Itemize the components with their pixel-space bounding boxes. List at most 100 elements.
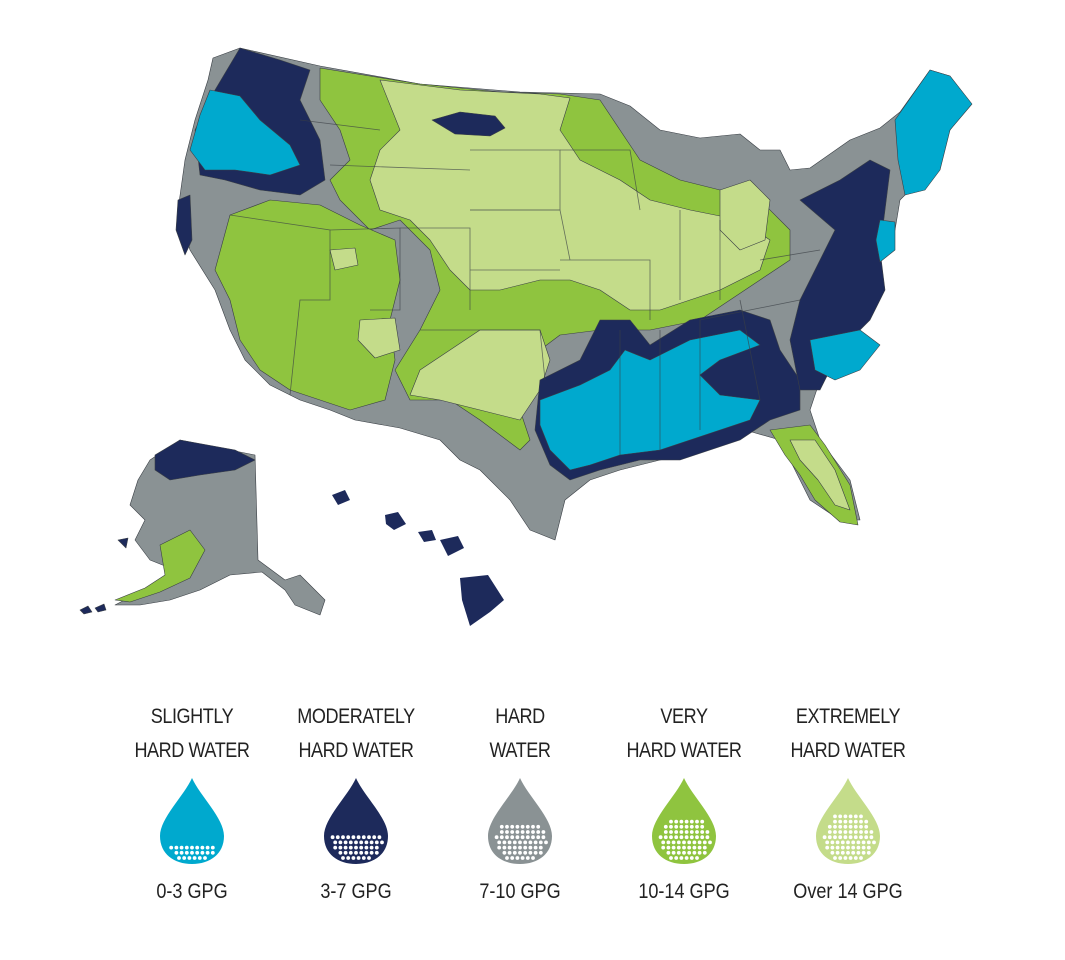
drop-dot [843, 814, 848, 819]
drop-dot [380, 840, 384, 845]
drop-dot [518, 840, 522, 845]
hawaii [332, 490, 504, 626]
drop-dot [359, 845, 364, 850]
drop-dot [354, 840, 358, 845]
drop-dot [666, 850, 671, 855]
drop-dot [671, 845, 676, 850]
drop-dot [689, 830, 694, 834]
drop-dot [835, 850, 840, 855]
drop-dot [843, 819, 848, 824]
drop-dot [184, 850, 189, 855]
drop-dot [518, 850, 522, 855]
drop-dot [684, 824, 689, 829]
zone-extremely-hard-utah [329, 247, 359, 271]
drop-dot [692, 845, 697, 850]
drop-dot [679, 835, 684, 840]
drop-dot [853, 819, 858, 824]
drop-dot [846, 850, 850, 855]
drop-dot [512, 845, 517, 850]
drop-dot [367, 856, 371, 860]
drop-dot [851, 850, 856, 855]
zone-extremely-hard-texas [409, 329, 551, 421]
drop-dot [705, 835, 710, 840]
drop-dot [848, 824, 853, 829]
zone-moderate-nd-lake [431, 111, 506, 137]
drop-dot [864, 830, 869, 834]
drop-dot [203, 856, 207, 860]
drop-dot [505, 830, 509, 834]
drop-dot [822, 835, 827, 840]
legend-title: VERY HARD WATER [612, 700, 756, 768]
drop-dot [838, 819, 843, 824]
drop-dot [536, 830, 541, 834]
drop-dot [825, 840, 830, 845]
drop-dot [833, 814, 837, 819]
zone-very-hard-southwest [214, 199, 401, 411]
drop-dot [827, 824, 832, 829]
drop-dot [669, 835, 673, 840]
drop-dot [848, 819, 853, 824]
drop-dot [502, 845, 507, 850]
drop-dot [348, 845, 353, 850]
legend-title: HARD WATER [448, 700, 592, 768]
drop-dot [840, 845, 845, 850]
drop-dot [510, 835, 515, 840]
drop-dot [669, 856, 673, 860]
drop-dot [525, 824, 530, 829]
drop-dot [853, 824, 858, 829]
drop-dot [848, 814, 853, 819]
legend-title-line2: WATER [489, 739, 551, 762]
drop-dot [674, 856, 679, 860]
drop-dot [341, 835, 345, 840]
drop-dot [512, 850, 517, 855]
drop-dot [684, 819, 689, 824]
drop-dot [682, 845, 686, 850]
drop-dot [861, 845, 866, 850]
drop-dot [528, 850, 533, 855]
drop-dot [169, 845, 174, 850]
drop-dot [533, 840, 538, 845]
drop-dot [364, 845, 369, 850]
drop-dot [702, 840, 707, 845]
drop-dot [523, 840, 528, 845]
legend-item-moderately-hard: MODERATELY HARD WATER 3-7 GPG [272, 690, 440, 930]
drop-dot [210, 850, 215, 855]
drop-dot [338, 845, 343, 850]
legend-title-line2: HARD WATER [790, 739, 906, 762]
drop-dot [846, 840, 850, 845]
drop-dot [377, 835, 382, 840]
drop-dot [676, 845, 681, 850]
drop-dot [700, 819, 705, 824]
drop-dot [669, 819, 673, 824]
drop-dot [515, 830, 520, 834]
drop-dot [525, 835, 530, 840]
drop-dot [531, 835, 535, 840]
drop-dot [833, 856, 837, 860]
drop-dot [525, 830, 530, 834]
drop-dot [695, 819, 699, 824]
legend-item-hard: HARD WATER 7-10 GPG [436, 690, 604, 930]
drop-dot [833, 830, 837, 834]
drop-dot [330, 835, 335, 840]
drop-dot [374, 845, 379, 850]
drop-dot [866, 850, 871, 855]
water-drop-icon [488, 778, 552, 864]
drop-dot [840, 840, 845, 845]
drop-dot [682, 850, 686, 855]
drop-dot [853, 830, 858, 834]
drop-dot [359, 840, 364, 845]
drop-dot [679, 856, 684, 860]
drop-dot [661, 840, 666, 845]
drop-dot [359, 850, 364, 855]
drop-dot [695, 856, 699, 860]
drop-dot [851, 840, 856, 845]
drop-dot [174, 845, 179, 850]
legend-range: Over 14 GPG [793, 880, 903, 903]
drop-dot [838, 830, 843, 834]
drop-dot [343, 845, 348, 850]
drop-dot [544, 840, 548, 845]
drop-dot [364, 840, 369, 845]
drop-dot [348, 840, 353, 845]
drop-dot [838, 824, 843, 829]
drop-dot [541, 830, 546, 834]
